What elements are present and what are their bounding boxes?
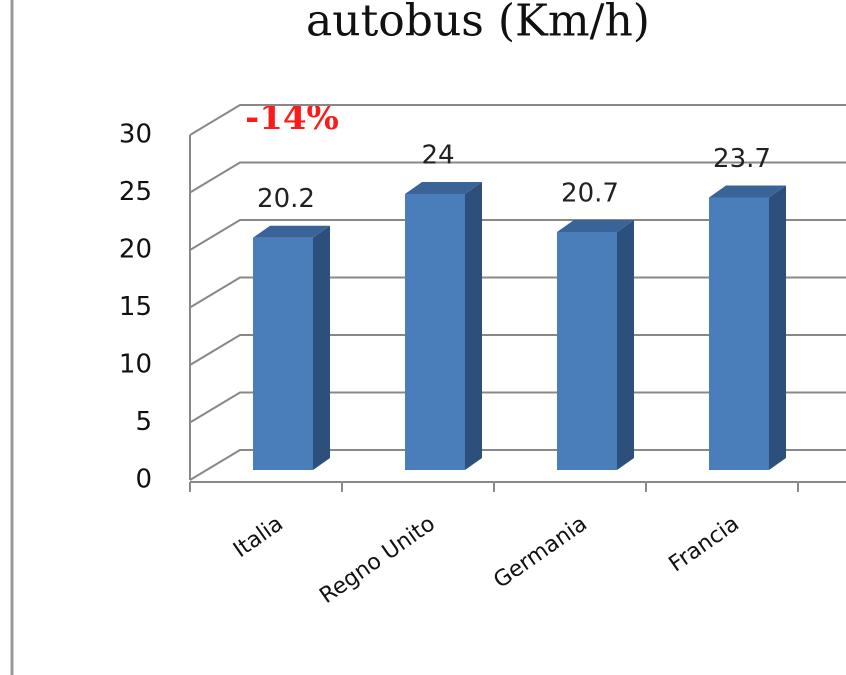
grid-line <box>189 104 846 136</box>
bar <box>405 182 482 470</box>
y-tick-label: 10 <box>119 350 152 380</box>
bar-face <box>709 197 769 470</box>
bar-face <box>709 185 786 198</box>
bar-face <box>465 182 482 470</box>
bar-face <box>557 219 634 232</box>
data-label: 24 <box>421 141 454 171</box>
x-tick-label: Regno Unito <box>315 511 439 609</box>
bar-face <box>313 225 330 470</box>
x-tick-label: Germania <box>489 511 592 593</box>
grid-line <box>189 161 846 194</box>
bar <box>709 185 786 470</box>
grid-line <box>189 449 846 481</box>
bar-face <box>405 194 465 470</box>
data-label: 20.7 <box>561 178 619 208</box>
y-tick-label: 0 <box>135 465 152 495</box>
grid-line <box>189 219 846 251</box>
x-tick-label: Italia <box>229 511 288 563</box>
bar-face <box>253 237 313 470</box>
grid-line <box>189 276 846 309</box>
bar-face <box>617 219 634 470</box>
y-tick-label: 15 <box>119 292 152 322</box>
chart-title: autobus (Km/h) <box>306 0 650 47</box>
y-tick-label: 5 <box>135 407 152 437</box>
grid-line <box>189 391 846 424</box>
bar <box>253 225 330 470</box>
data-label: 23.7 <box>713 144 771 174</box>
y-tick-label: 30 <box>119 120 152 150</box>
bar-face <box>557 231 617 470</box>
bar-face <box>253 225 330 238</box>
bar <box>557 219 634 470</box>
y-tick-label: 25 <box>119 177 152 207</box>
y-tick-label: 20 <box>119 235 152 265</box>
x-tick-label: Francia <box>665 511 744 577</box>
grid-line <box>189 334 846 366</box>
bar-face <box>769 185 786 470</box>
data-label: 20.2 <box>257 184 315 214</box>
bar-face <box>405 182 482 194</box>
